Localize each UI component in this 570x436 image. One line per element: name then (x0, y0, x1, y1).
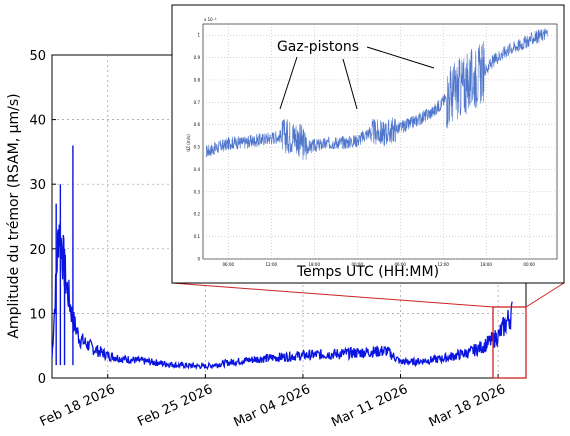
inset-x-tick-label: 06:00 (394, 262, 406, 267)
main-x-tick-label: Mar 18 2026 (427, 382, 508, 430)
inset-x-tick-label: 18:00 (308, 262, 320, 267)
inset-x-tick-label: 00:00 (351, 262, 363, 267)
main-y-tick-label: 50 (29, 49, 46, 64)
inset-y-tick-label: 0.4 (194, 167, 201, 172)
inset-y-tick-label: 1 (197, 33, 200, 38)
main-series-line (51, 221, 513, 371)
inset-y-tick-label: 0.8 (194, 77, 201, 82)
inset-y-tick-label: 0.6 (194, 122, 201, 127)
annotation-arrow-2 (342, 58, 358, 110)
inset-x-tick-label: 00:00 (523, 262, 535, 267)
inset-y-tick-label: 0.1 (194, 234, 201, 239)
main-x-ticks: Feb 18 2026 Feb 25 2026 Mar 04 2026 Mar 11 … (38, 374, 508, 430)
inset-x-tick-label: 18:00 (480, 262, 492, 267)
inset-series-line (205, 27, 548, 161)
main-x-tick-label: Feb 18 2026 (38, 382, 118, 430)
inset-x-axis-label: Temps UTC (HH:MM) (296, 264, 439, 280)
highlight-box (492, 306, 527, 379)
zoom-connector-left (171, 282, 494, 308)
main-y-tick-label: 30 (29, 178, 46, 193)
inset-y-tick-label: 0.5 (194, 145, 201, 150)
inset-y-axis-label: UZ (m/s) (186, 134, 191, 152)
gas-piston-annotation: Gaz-pistons (277, 39, 359, 55)
inset-x-ticks: 06:00 12:00 18:00 00:00 06:00 12:00 18:00 00:00 (223, 262, 536, 267)
inset-x-tick-label: 12:00 (266, 262, 278, 267)
main-x-tick-label: Mar 11 2026 (329, 382, 410, 430)
annotation-arrow-3 (366, 46, 435, 69)
inset-grid (203, 24, 557, 260)
main-x-tick-label: Feb 25 2026 (135, 382, 215, 430)
inset-y-tick-label: 0.7 (194, 100, 201, 105)
zoom-connector-right (525, 282, 565, 308)
inset-x-tick-label: 12:00 (437, 262, 449, 267)
inset-y-ticks: 0 0.1 0.2 0.3 0.4 0.5 0.6 0.7 0.8 0.9 1 (194, 33, 201, 262)
inset-series (205, 27, 548, 161)
main-y-tick-label: 20 (29, 243, 46, 258)
inset-x-tick-label: 06:00 (223, 262, 235, 267)
inset-chart: 0 0.1 0.2 0.3 0.4 0.5 0.6 0.7 0.8 0.9 1 06:00 12:00… (171, 4, 565, 284)
inset-y-tick-label: 0.2 (194, 212, 201, 217)
main-y-tick-label: 0 (38, 372, 46, 387)
main-y-tick-label: 10 (29, 307, 46, 322)
main-y-tick-label: 40 (29, 114, 46, 129)
inset-scale-label: x 10⁻⁵ (204, 17, 217, 22)
main-series (51, 145, 513, 371)
main-y-axis-label: Amplitude du trémor (RSAM, μm/s) (6, 93, 22, 338)
inset-y-tick-label: 0.9 (194, 55, 201, 60)
main-y-ticks: 0 10 20 30 40 50 (29, 49, 56, 387)
inset-y-tick-label: 0 (197, 257, 200, 262)
annotation-arrow-1 (279, 56, 298, 110)
inset-y-tick-label: 0.3 (194, 189, 201, 194)
main-x-tick-label: Mar 04 2026 (232, 382, 313, 430)
